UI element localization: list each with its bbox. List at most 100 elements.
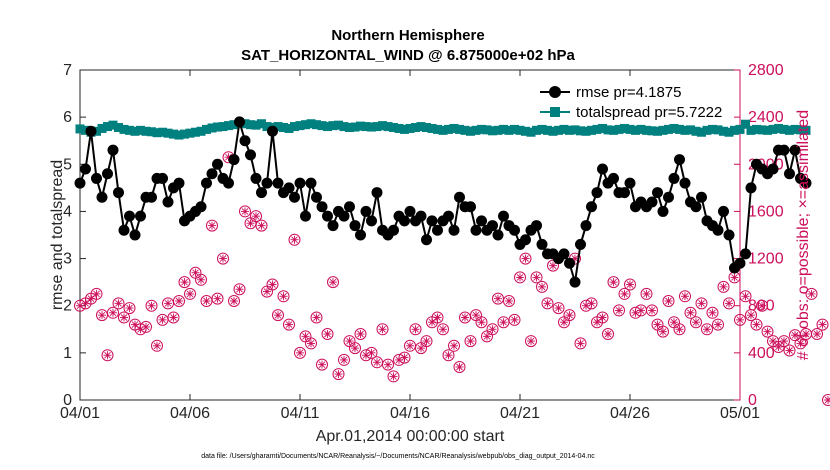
obs-assimilated-stroke xyxy=(687,309,694,317)
obs-possible-marker xyxy=(723,297,735,310)
obs-count-point xyxy=(712,318,724,331)
legend-spread-marker xyxy=(550,107,560,117)
totalspread-point xyxy=(691,126,701,136)
rmse-point xyxy=(195,201,207,213)
obs-possible-marker xyxy=(332,368,345,381)
obs-assimilated-stroke xyxy=(406,342,414,350)
obs-possible-marker xyxy=(327,276,339,289)
obs-possible-marker xyxy=(816,318,829,331)
totalspread-point xyxy=(576,126,585,136)
rmse-point xyxy=(300,210,311,222)
obs-count-point xyxy=(646,304,658,317)
obs-assimilated-stroke xyxy=(236,285,243,293)
y-right-tick-label: 1600 xyxy=(748,203,784,220)
obs-possible-marker xyxy=(250,210,262,223)
obs-possible-marker xyxy=(354,328,367,340)
obs-possible-marker xyxy=(420,335,433,348)
totalspread-point xyxy=(455,124,464,134)
totalspread-point xyxy=(180,129,189,139)
rmse-point xyxy=(322,210,333,222)
obs-count-point xyxy=(90,287,103,300)
totalspread-point xyxy=(411,123,420,133)
obs-assimilated-stroke xyxy=(824,397,830,404)
obs-assimilated-stroke xyxy=(764,328,771,335)
obs-count-point xyxy=(541,297,554,310)
obs-count-point xyxy=(690,316,702,329)
obs-assimilated-stroke xyxy=(368,349,375,357)
rmse-point xyxy=(113,187,124,199)
rmse-point xyxy=(360,205,372,217)
obs-assimilated-stroke xyxy=(313,314,320,321)
obs-possible-marker xyxy=(266,278,279,291)
totalspread-point xyxy=(521,126,530,136)
totalspread-point xyxy=(708,124,717,134)
obs-assimilated-stroke xyxy=(615,307,623,314)
totalspread-point xyxy=(642,125,651,135)
obs-assimilated-stroke xyxy=(280,292,287,300)
rmse-point xyxy=(646,196,658,208)
obs-count-point xyxy=(794,337,807,350)
rmse-point xyxy=(135,210,146,222)
totalspread-point xyxy=(763,125,772,135)
obs-possible-marker xyxy=(448,339,460,352)
rmse-point xyxy=(520,234,531,246)
rmse-point xyxy=(349,220,361,232)
rmse-point xyxy=(509,224,520,236)
obs-count-point xyxy=(464,335,477,348)
obs-assimilated-stroke xyxy=(643,290,650,298)
obs-count-point xyxy=(745,309,757,322)
obs-possible-marker xyxy=(596,311,609,324)
obs-count-point xyxy=(112,297,125,310)
rmse-point xyxy=(272,177,284,189)
obs-assimilated-stroke xyxy=(494,295,502,302)
obs-count-point xyxy=(811,328,823,340)
obs-count-point xyxy=(415,342,427,355)
totalspread-point xyxy=(317,121,327,131)
x-axis-label: Apr.01,2014 00:00:00 start xyxy=(316,428,505,445)
obs-assimilated-stroke xyxy=(346,337,353,345)
obs-assimilated-stroke xyxy=(593,318,601,326)
rmse-point xyxy=(465,201,476,213)
obs-possible-marker xyxy=(140,320,152,333)
totalspread-point xyxy=(273,122,283,132)
obs-assimilated-stroke xyxy=(373,358,381,366)
x-tick-label: 04/21 xyxy=(500,405,540,422)
obs-assimilated-stroke xyxy=(390,373,397,380)
obs-possible-marker xyxy=(387,370,400,383)
obs-count-point xyxy=(387,370,400,383)
obs-count-point xyxy=(338,353,350,366)
obs-possible-marker xyxy=(547,259,559,272)
totalspread-point xyxy=(603,125,613,135)
obs-assimilated-stroke xyxy=(500,318,507,326)
totalspread-point xyxy=(477,124,486,134)
obs-count-point xyxy=(261,285,273,298)
obs-count-point xyxy=(503,295,515,307)
obs-assimilated-stroke xyxy=(467,337,474,345)
x-tick-label: 04/26 xyxy=(610,405,650,422)
rmse-point xyxy=(338,210,350,222)
y-tick-label: 3 xyxy=(63,251,72,268)
obs-assimilated-stroke xyxy=(516,274,524,281)
totalspread-point xyxy=(295,121,305,131)
obs-possible-marker xyxy=(541,297,554,310)
obs-possible-marker xyxy=(437,323,449,336)
obs-count-point xyxy=(607,276,620,289)
rmse-point xyxy=(674,154,685,166)
obs-count-point xyxy=(783,344,796,357)
y-axis-right: 040080012001600200024002800 xyxy=(734,62,784,409)
rmse-point xyxy=(157,172,168,184)
obs-possible-marker xyxy=(607,276,620,289)
obs-possible-marker xyxy=(585,297,598,310)
obs-possible-marker xyxy=(382,358,394,371)
totalspread-point xyxy=(614,124,624,134)
obs-count-point xyxy=(211,292,224,305)
rmse-point xyxy=(734,257,746,269)
obs-assimilated-stroke xyxy=(274,311,282,319)
obs-count-point xyxy=(277,290,290,303)
rmse-point xyxy=(575,238,586,250)
obs-count-point xyxy=(442,349,455,362)
obs-count-point xyxy=(189,266,202,279)
obs-possible-marker xyxy=(745,309,757,322)
rmse-point xyxy=(129,229,141,241)
rmse-point xyxy=(789,144,801,156)
